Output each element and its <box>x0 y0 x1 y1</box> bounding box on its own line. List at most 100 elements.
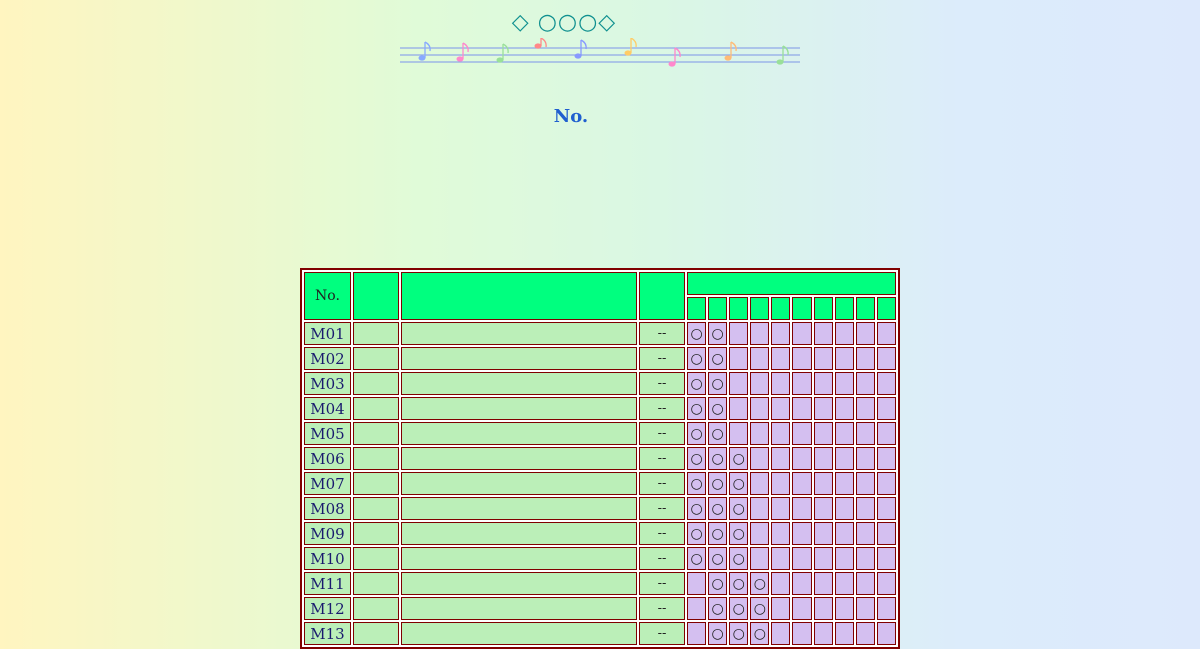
mark-cell: ○ <box>687 422 707 445</box>
table-row: M06 -- ○ ○ ○ <box>304 447 896 470</box>
row-cell-4: -- <box>639 497 685 520</box>
row-cell-3 <box>401 397 637 420</box>
mark-cell: ○ <box>708 522 728 545</box>
music-note-icon <box>776 45 789 65</box>
mark-cell <box>855 447 875 470</box>
mark-cell <box>771 622 791 645</box>
mark-cell <box>771 472 791 495</box>
sub-header <box>855 297 875 320</box>
mark-cell: ○ <box>708 397 728 420</box>
mark-cell <box>813 322 833 345</box>
mark-cell <box>792 372 812 395</box>
mark-cell <box>855 622 875 645</box>
mark-cell <box>792 397 812 420</box>
row-cell-4: -- <box>639 522 685 545</box>
mark-cell <box>813 497 833 520</box>
mark-cell <box>750 422 770 445</box>
music-note-icon <box>456 42 469 62</box>
row-cell-4: -- <box>639 597 685 620</box>
mark-cell <box>792 547 812 570</box>
table-row: M04 -- ○ ○ <box>304 397 896 420</box>
mark-cell <box>792 422 812 445</box>
mark-cell <box>855 422 875 445</box>
row-cell-3 <box>401 447 637 470</box>
row-id: M04 <box>304 397 351 420</box>
mark-cell <box>813 547 833 570</box>
mark-cell <box>834 472 854 495</box>
mark-cell <box>750 322 770 345</box>
mark-cell <box>876 322 896 345</box>
mark-cell <box>876 547 896 570</box>
row-id: M01 <box>304 322 351 345</box>
table-row: M09 -- ○ ○ ○ <box>304 522 896 545</box>
table-row: M02 -- ○ ○ <box>304 347 896 370</box>
sub-header <box>792 297 812 320</box>
row-cell-4: -- <box>639 547 685 570</box>
sub-header <box>771 297 791 320</box>
mark-cell <box>750 347 770 370</box>
mark-cell <box>876 372 896 395</box>
mark-cell <box>792 447 812 470</box>
mark-cell <box>813 572 833 595</box>
mark-cell <box>813 622 833 645</box>
row-cell-2 <box>353 497 399 520</box>
mark-cell <box>792 622 812 645</box>
table-row: M03 -- ○ ○ <box>304 372 896 395</box>
mark-cell <box>813 397 833 420</box>
mark-cell <box>771 572 791 595</box>
music-note-icon <box>574 39 587 59</box>
table-row: M01 -- ○ ○ <box>304 322 896 345</box>
mark-cell <box>834 347 854 370</box>
table-row: M13 -- ○ ○ ○ <box>304 622 896 645</box>
row-cell-3 <box>401 322 637 345</box>
row-id: M06 <box>304 447 351 470</box>
mark-cell: ○ <box>729 522 749 545</box>
mark-cell <box>792 497 812 520</box>
row-cell-2 <box>353 347 399 370</box>
mark-cell <box>855 547 875 570</box>
mark-cell: ○ <box>708 497 728 520</box>
mark-cell <box>729 397 749 420</box>
mark-cell <box>792 472 812 495</box>
music-note-icon <box>624 38 637 56</box>
mark-cell: ○ <box>708 597 728 620</box>
mark-cell <box>834 397 854 420</box>
mark-cell <box>876 472 896 495</box>
mark-cell <box>813 597 833 620</box>
row-id: M03 <box>304 372 351 395</box>
row-cell-4: -- <box>639 572 685 595</box>
row-cell-4: -- <box>639 447 685 470</box>
row-id: M02 <box>304 347 351 370</box>
table-row: M11 -- ○ ○ ○ <box>304 572 896 595</box>
mark-cell <box>813 447 833 470</box>
row-cell-4: -- <box>639 322 685 345</box>
music-note-icon <box>496 43 509 63</box>
table-row: M08 -- ○ ○ ○ <box>304 497 896 520</box>
mark-cell: ○ <box>750 622 770 645</box>
mark-cell: ○ <box>729 622 749 645</box>
mark-cell <box>750 447 770 470</box>
row-cell-3 <box>401 572 637 595</box>
mark-cell <box>855 472 875 495</box>
mark-cell <box>855 522 875 545</box>
header-col2 <box>353 272 399 320</box>
row-id: M09 <box>304 522 351 545</box>
row-cell-4: -- <box>639 472 685 495</box>
mark-cell <box>771 322 791 345</box>
row-id: M11 <box>304 572 351 595</box>
mark-cell <box>855 572 875 595</box>
row-cell-3 <box>401 472 637 495</box>
mark-cell <box>876 347 896 370</box>
mark-cell: ○ <box>708 472 728 495</box>
mark-cell <box>834 422 854 445</box>
row-id: M12 <box>304 597 351 620</box>
mark-cell <box>813 347 833 370</box>
mark-cell: ○ <box>750 572 770 595</box>
row-cell-2 <box>353 397 399 420</box>
mark-cell <box>771 522 791 545</box>
mark-cell: ○ <box>708 572 728 595</box>
mark-cell <box>876 522 896 545</box>
row-cell-3 <box>401 497 637 520</box>
row-cell-4: -- <box>639 622 685 645</box>
row-cell-2 <box>353 547 399 570</box>
